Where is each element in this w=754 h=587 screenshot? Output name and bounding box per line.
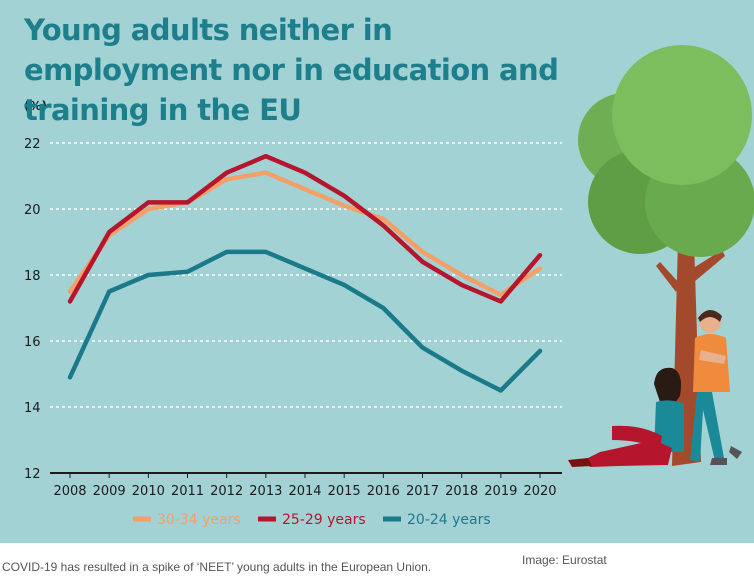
x-tick-label: 2013 — [249, 484, 282, 499]
data-point — [303, 187, 307, 191]
data-point — [460, 283, 464, 287]
tree-and-people-illustration — [568, 45, 754, 467]
data-point — [381, 224, 385, 227]
data-point — [499, 293, 503, 297]
data-point — [225, 177, 229, 181]
data-point — [225, 171, 229, 175]
data-point — [264, 154, 268, 158]
y-tick-label: 16 — [24, 335, 41, 350]
y-tick-label: 20 — [24, 203, 41, 218]
x-tick-label: 2012 — [210, 484, 243, 499]
data-point — [342, 204, 346, 208]
x-tick-label: 2020 — [523, 484, 556, 499]
legend-label: 30-34 years — [157, 512, 241, 528]
x-tick-label: 2019 — [484, 484, 517, 499]
data-point — [460, 369, 464, 373]
data-point — [499, 299, 503, 303]
data-point — [264, 171, 268, 175]
tree-canopy — [578, 45, 754, 257]
data-point — [538, 253, 542, 257]
data-point — [342, 194, 346, 198]
data-point — [381, 306, 385, 310]
data-point — [68, 375, 72, 379]
data-point — [421, 250, 424, 254]
data-point — [68, 299, 72, 303]
data-point — [421, 346, 424, 350]
data-point — [68, 290, 72, 293]
data-point — [107, 290, 111, 293]
legend-label: 25-29 years — [282, 512, 366, 528]
x-tick-label: 2015 — [328, 484, 361, 499]
data-point — [538, 349, 542, 353]
data-point — [342, 283, 346, 287]
data-point — [460, 273, 464, 277]
x-tick-label: 2008 — [53, 484, 86, 499]
caption: COVID-19 has resulted in a spike of ‘NEE… — [2, 560, 432, 574]
y-tick-label: 22 — [24, 137, 41, 152]
x-tick-label: 2018 — [445, 484, 478, 499]
y-axis-label: (%) — [24, 99, 47, 113]
standing-man — [690, 309, 742, 465]
data-point — [381, 217, 385, 221]
chart-svg: 12 14 16 18 20 22 2008 2009 2010 2011 2012 2013 201… — [24, 45, 754, 528]
x-tick-label: 2009 — [93, 484, 126, 499]
data-point — [146, 207, 150, 211]
legend-label: 20-24 years — [407, 512, 491, 528]
data-point — [303, 266, 307, 270]
data-point — [186, 270, 189, 274]
data-point — [421, 260, 424, 264]
data-point — [146, 273, 150, 277]
data-point — [146, 200, 150, 204]
data-point — [499, 389, 503, 392]
x-tick-label: 2014 — [288, 484, 321, 499]
y-tick-label: 14 — [24, 401, 41, 416]
chart-title: Young adults neither in employment nor i… — [24, 13, 559, 127]
data-point — [264, 250, 268, 254]
data-point — [538, 266, 542, 270]
image-credit: Image: Eurostat — [522, 553, 607, 567]
x-tick-label: 2010 — [132, 484, 165, 499]
data-point — [225, 250, 229, 254]
series-line-2 — [67, 249, 543, 393]
y-tick-label: 18 — [24, 269, 41, 284]
sitting-woman — [568, 367, 684, 467]
x-tick-label: 2011 — [171, 484, 204, 499]
x-tick-label: 2016 — [367, 484, 400, 499]
data-point — [107, 230, 111, 234]
data-point — [303, 171, 307, 175]
x-tick-label: 2017 — [406, 484, 439, 499]
data-point — [186, 200, 189, 204]
y-tick-label: 12 — [24, 467, 41, 482]
